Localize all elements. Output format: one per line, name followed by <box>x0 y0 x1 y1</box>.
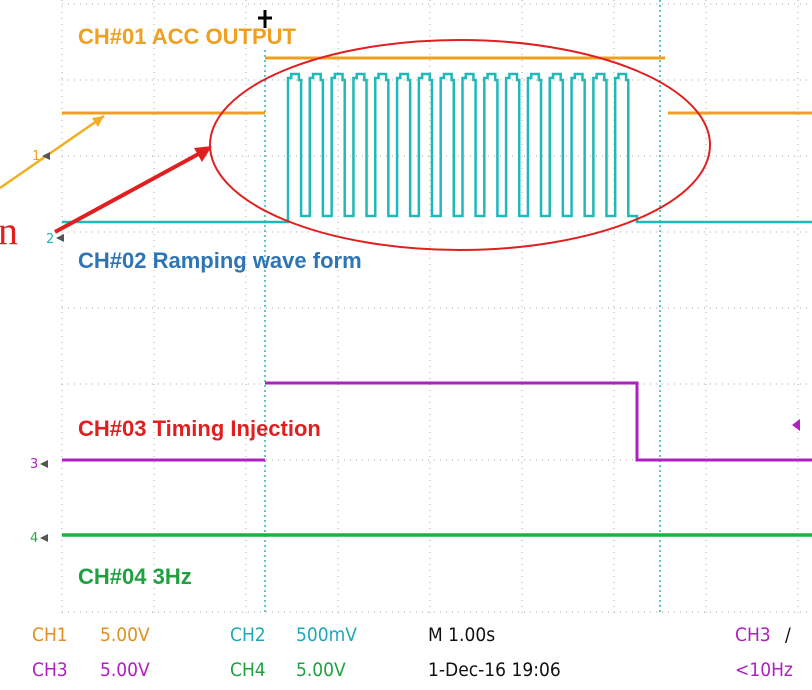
status-bar: CH1 5.00V CH2 500mV M 1.00s CH3 / CH3 5.… <box>32 624 793 681</box>
cropped-text: n <box>0 208 18 253</box>
arrow-head <box>194 146 212 162</box>
channel-marker: 3 <box>30 457 38 472</box>
status-text: M 1.00s <box>428 624 495 646</box>
status-text: 1-Dec-16 19:06 <box>428 659 561 681</box>
highlight-ellipse <box>209 39 711 251</box>
status-text: 5.00V <box>296 659 346 681</box>
ch3-trace <box>62 381 812 462</box>
channel-label: CH#04 3Hz <box>78 564 192 589</box>
arrow-head <box>92 116 104 127</box>
status-text: 5.00V <box>100 659 150 681</box>
trigger-marker <box>258 10 272 28</box>
yellow-arrow <box>0 114 105 190</box>
channel-marker: 4 <box>30 531 38 546</box>
trigger-level-marker <box>792 419 800 431</box>
status-text: CH1 <box>32 624 68 646</box>
ch2-trace <box>62 72 812 224</box>
status-text: CH3 <box>32 659 68 681</box>
status-text: CH3 <box>735 624 771 646</box>
status-text: CH2 <box>230 624 266 646</box>
channel-marker: 1 <box>32 149 40 164</box>
grid <box>61 0 812 613</box>
channel-label: CH#01 ACC OUTPUT <box>78 24 297 49</box>
status-text: CH4 <box>230 659 266 681</box>
channel-marker: 2 <box>46 232 54 247</box>
status-text: 500mV <box>296 624 357 646</box>
status-text: <10Hz <box>735 659 793 681</box>
channel-label: CH#03 Timing Injection <box>78 416 321 441</box>
status-text: 5.00V <box>100 624 150 646</box>
status-text: / <box>785 624 791 646</box>
channel-label: CH#02 Ramping wave form <box>78 248 362 273</box>
red-arrow <box>54 149 205 234</box>
